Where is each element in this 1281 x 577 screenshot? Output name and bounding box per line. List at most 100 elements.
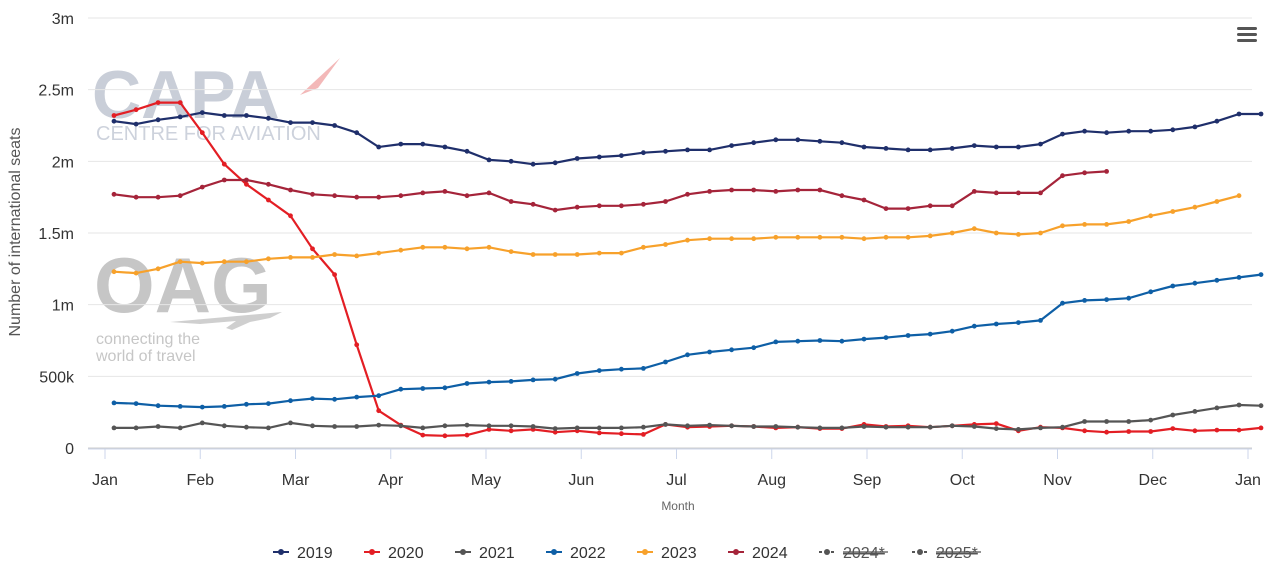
data-point	[221, 259, 227, 265]
data-point	[552, 252, 558, 257]
capa-subtitle: CENTRE FOR AVIATION	[96, 123, 321, 145]
data-point	[685, 352, 690, 358]
data-point	[619, 425, 624, 431]
data-point	[905, 206, 911, 212]
data-point	[442, 189, 448, 194]
legend-label: 2020	[388, 545, 424, 562]
series-2022	[111, 272, 1264, 410]
data-point	[1038, 141, 1043, 147]
data-point	[707, 147, 712, 153]
data-point	[1214, 405, 1220, 411]
data-point	[729, 236, 734, 242]
data-point	[266, 401, 271, 406]
legend-item-2024-star[interactable]: 2024*	[819, 545, 888, 562]
data-point	[1060, 424, 1065, 430]
data-point	[1192, 124, 1198, 130]
y-tick-label: 3m	[52, 11, 74, 28]
y-tick-label: 1.5m	[38, 226, 74, 243]
data-point	[1236, 427, 1242, 433]
data-point	[883, 146, 889, 151]
data-point	[663, 199, 668, 204]
y-tick-label: 500k	[39, 369, 75, 386]
data-point	[949, 146, 955, 151]
data-point	[177, 259, 183, 265]
data-point	[1214, 199, 1220, 204]
data-point	[795, 137, 801, 143]
x-tick-label: Jul	[666, 472, 686, 489]
hamburger-menu-icon-bar	[1237, 33, 1257, 36]
x-tick-label: Aug	[758, 472, 786, 489]
x-tick-label: Apr	[378, 472, 404, 489]
oag-logo-text: OAG	[94, 241, 272, 329]
data-point	[817, 425, 823, 431]
x-tick-label: Mar	[282, 472, 310, 489]
data-point	[111, 191, 117, 197]
data-point	[685, 237, 690, 243]
data-point	[1016, 190, 1021, 196]
data-point	[1170, 209, 1176, 214]
data-point	[773, 137, 779, 143]
data-point	[883, 335, 889, 340]
legend-item-2020[interactable]: 2020	[364, 545, 424, 562]
data-point	[574, 252, 580, 257]
data-point	[993, 190, 999, 196]
data-point	[641, 366, 646, 371]
legend-label: 2023	[661, 545, 697, 562]
oag-logo: OAG connecting the world of travel	[94, 241, 282, 365]
data-point	[1082, 419, 1087, 424]
data-point	[663, 242, 668, 247]
data-point	[332, 272, 337, 277]
data-point	[221, 161, 227, 167]
data-point	[420, 425, 426, 431]
data-point	[1148, 417, 1154, 423]
legend-item-2023[interactable]: 2023	[637, 545, 697, 562]
data-point	[1236, 111, 1242, 117]
data-point	[729, 423, 734, 429]
data-point	[1016, 232, 1021, 237]
data-point	[729, 143, 734, 149]
data-point	[905, 234, 911, 240]
data-point	[332, 252, 337, 257]
hamburger-menu-icon-bar	[1237, 39, 1257, 42]
data-point	[993, 321, 999, 327]
data-point	[993, 230, 999, 236]
legend-item-2024[interactable]: 2024	[728, 545, 788, 562]
data-point	[641, 201, 646, 207]
data-point	[552, 207, 558, 213]
series-2021	[111, 402, 1264, 432]
data-point	[244, 259, 249, 265]
data-point	[574, 204, 580, 210]
data-point	[464, 246, 470, 252]
data-point	[266, 256, 271, 262]
data-point	[464, 422, 470, 428]
chart-menu-button[interactable]	[1234, 24, 1260, 48]
data-point	[1170, 426, 1176, 431]
legend-item-2022[interactable]: 2022	[546, 545, 606, 562]
data-point	[310, 120, 315, 125]
series-2024	[111, 169, 1109, 213]
data-point	[1038, 318, 1043, 323]
capa-swoosh-icon	[300, 58, 340, 95]
data-point	[795, 187, 801, 193]
data-point	[486, 427, 492, 432]
data-point	[442, 385, 448, 391]
data-point	[1214, 277, 1220, 283]
data-point	[795, 424, 801, 430]
data-point	[685, 147, 690, 153]
data-point	[199, 130, 205, 136]
data-point	[133, 107, 139, 113]
legend-item-2025-star[interactable]: 2025*	[912, 545, 981, 562]
data-point	[949, 328, 955, 334]
data-point	[927, 233, 933, 239]
data-point	[574, 371, 580, 376]
data-point	[596, 203, 602, 209]
data-point	[552, 426, 558, 431]
data-point	[1258, 111, 1264, 117]
legend-item-2019[interactable]: 2019	[273, 545, 333, 562]
data-point	[861, 197, 867, 203]
legend-item-2021[interactable]: 2021	[455, 545, 515, 562]
data-point	[199, 184, 205, 190]
data-point	[574, 156, 580, 161]
data-point	[619, 250, 624, 256]
data-point	[1016, 320, 1021, 325]
